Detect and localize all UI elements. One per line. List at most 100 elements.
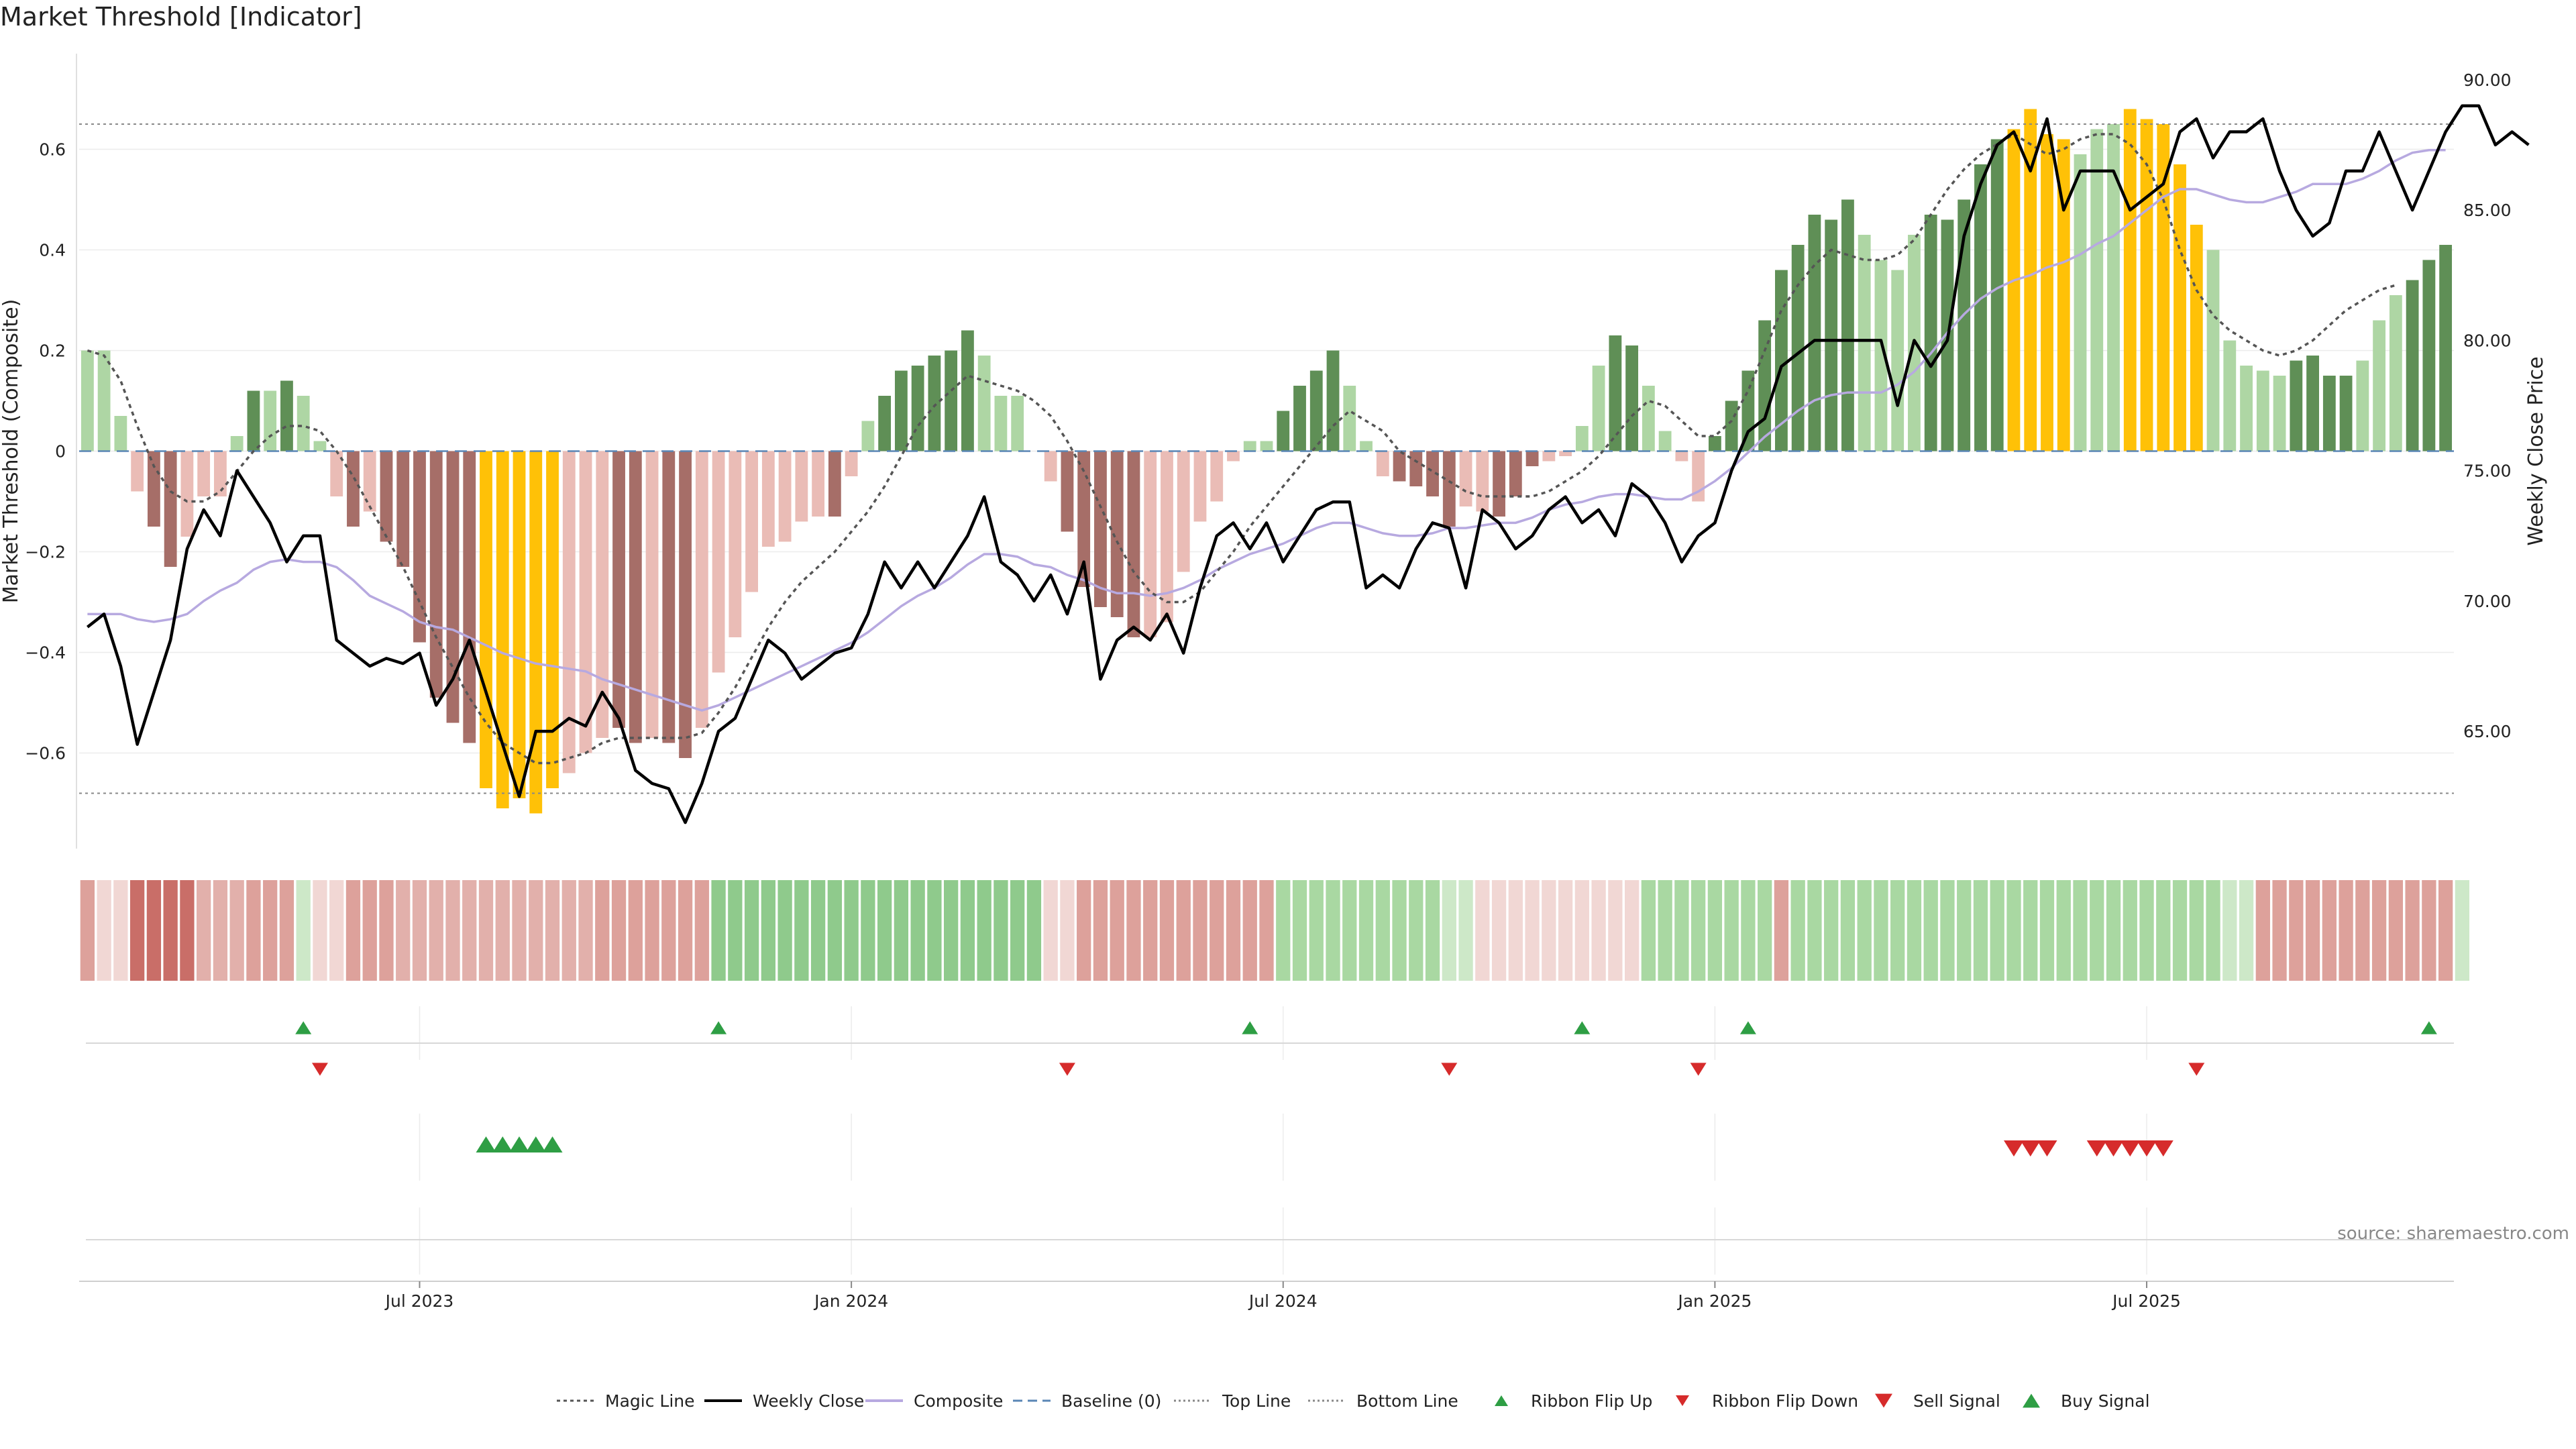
legend-swatch <box>1676 1395 1689 1406</box>
composite-bar <box>1243 441 1256 451</box>
composite-bar <box>1193 451 1207 522</box>
right-tick-label: 85.00 <box>2463 201 2512 220</box>
ribbon-cell <box>927 880 942 981</box>
ribbon-cell <box>1259 880 1274 981</box>
legend-swatch <box>1495 1395 1508 1406</box>
left-axis-title: Market Threshold (Composite) <box>0 299 23 604</box>
ribbon-cell <box>545 880 560 981</box>
left-tick-label: 0.6 <box>39 140 66 160</box>
ribbon-cell <box>229 880 244 981</box>
composite-bar <box>1210 451 1224 502</box>
composite-bar <box>679 451 692 758</box>
ribbon-cell <box>2006 880 2021 981</box>
ribbon-cell <box>478 880 494 981</box>
composite-bar <box>1459 451 1472 506</box>
composite-bar <box>1409 451 1423 486</box>
composite-bar <box>1144 451 1157 637</box>
ribbon-cell <box>1608 880 1623 981</box>
right-tick-label: 80.00 <box>2463 331 2512 350</box>
composite-bar <box>1575 426 1589 451</box>
sell-signal-marker <box>2137 1140 2157 1157</box>
ribbon-cell <box>1774 880 1789 981</box>
legend-label: Ribbon Flip Down <box>1712 1391 1858 1411</box>
legend: Magic Line Weekly Close Composite Baseline … <box>557 1391 2150 1411</box>
ribbon-cell <box>777 880 792 981</box>
composite-bar <box>1442 451 1456 527</box>
ribbon-cell <box>1624 880 1640 981</box>
composite-bar <box>579 451 592 753</box>
composite-bar <box>247 390 260 451</box>
composite-bar <box>662 451 676 743</box>
composite-bar <box>280 380 293 451</box>
ribbon-cell <box>1342 880 1357 981</box>
legend-item: Weekly Close <box>704 1391 864 1411</box>
x-tick-label: Jul 2023 <box>384 1291 454 1311</box>
sell-signal-marker <box>2103 1140 2124 1157</box>
ribbon-cell <box>113 880 128 981</box>
composite-bar <box>778 451 792 542</box>
ribbon-flip-down-marker <box>1441 1063 1458 1076</box>
ribbon-cell <box>146 880 162 981</box>
composite-bar <box>1110 451 1124 617</box>
composite-bar <box>1127 451 1140 637</box>
composite-bar <box>1061 451 1074 532</box>
ribbon-cell <box>578 880 593 981</box>
ribbon-flip-down-marker <box>1059 1063 1075 1076</box>
ribbon-cell <box>512 880 527 981</box>
ribbon-cell <box>2388 880 2404 981</box>
ribbon-cell <box>1542 880 1556 981</box>
composite-bar <box>2090 129 2104 451</box>
sell-signal-marker <box>2153 1140 2174 1157</box>
ribbon-cell <box>2305 880 2320 981</box>
legend-label: Ribbon Flip Up <box>1531 1391 1652 1411</box>
ribbon-cell <box>1758 880 1772 981</box>
composite-bar <box>695 451 708 728</box>
composite-bar <box>546 451 559 788</box>
ribbon-cell <box>1093 880 1108 981</box>
ribbon-cell <box>2339 880 2353 981</box>
composite-bar <box>1525 451 1539 466</box>
ribbon-cell <box>711 880 726 981</box>
legend-label: Sell Signal <box>1913 1391 2000 1411</box>
legend-item: Sell Signal <box>1875 1391 2000 1411</box>
ribbon-cell <box>1309 880 1324 981</box>
ribbon-cell <box>2023 880 2038 981</box>
ribbon-cell <box>1508 880 1523 981</box>
ribbon-cell <box>861 880 875 981</box>
composite-bar <box>297 396 310 451</box>
ribbon-flip-up-marker <box>1574 1021 1591 1034</box>
ribbon-cell <box>197 880 211 981</box>
ribbon-cell <box>1442 880 1456 981</box>
composite-bar <box>1592 366 1605 451</box>
composite-bar <box>2007 129 2021 451</box>
ribbon-flip-up-marker <box>295 1021 312 1034</box>
ribbon-flip-down-marker <box>1690 1063 1707 1076</box>
ribbon-cell <box>2405 880 2420 981</box>
composite-bar <box>795 451 808 522</box>
composite-bar <box>1658 431 1672 451</box>
ribbon-cell <box>1558 880 1573 981</box>
ribbon-cell <box>1790 880 1805 981</box>
composite-bar <box>1924 215 1937 451</box>
composite-bar <box>977 356 991 451</box>
ribbon-cell <box>1990 880 2004 981</box>
ribbon-cell <box>429 880 443 981</box>
ribbon-cell <box>1077 880 1091 981</box>
ribbon-cell <box>645 880 659 981</box>
composite-bar <box>1874 260 1888 451</box>
composite-bar <box>2389 295 2402 451</box>
ribbon-cell <box>1458 880 1473 981</box>
composite-bar <box>812 451 825 517</box>
ribbon-cell <box>80 880 95 981</box>
legend-item: Top Line <box>1174 1391 1291 1411</box>
ribbon-cell <box>1874 880 1888 981</box>
composite-bar <box>1775 270 1788 451</box>
composite-bar <box>911 366 924 451</box>
ribbon-flip-down-marker <box>311 1063 328 1076</box>
ribbon-cell <box>2206 880 2220 981</box>
ribbon-cell <box>345 880 361 981</box>
composite-bar <box>2322 376 2336 451</box>
composite-bar <box>1044 451 1057 482</box>
ribbon-cell <box>1242 880 1257 981</box>
composite-bar <box>513 451 526 798</box>
